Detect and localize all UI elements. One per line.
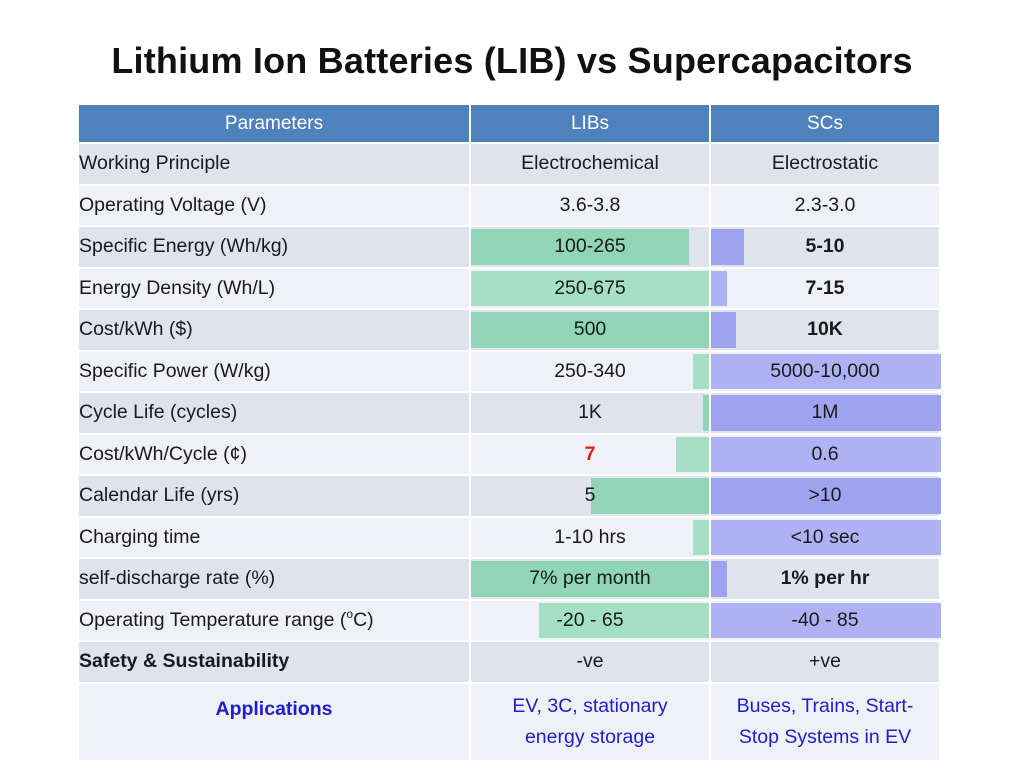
lib-bar bbox=[471, 312, 709, 348]
param-operating-temperature: Operating Temperature range (oC) bbox=[77, 598, 471, 642]
lib-value: 100-265 bbox=[469, 225, 711, 269]
table-row: Energy Density (Wh/L) 250-675 7-15 bbox=[77, 266, 941, 310]
lib-bar bbox=[703, 395, 709, 431]
param-charging-time: Charging time bbox=[77, 515, 471, 559]
lib-value: 7% per month bbox=[469, 557, 711, 601]
param-calendar-life: Calendar Life (yrs) bbox=[77, 474, 471, 518]
lib-value: EV, 3C, stationary energy storage bbox=[469, 681, 711, 762]
sc-bar bbox=[711, 478, 941, 514]
sc-value: 10K bbox=[709, 308, 941, 352]
sc-value: +ve bbox=[709, 640, 941, 684]
lib-bar bbox=[471, 561, 709, 597]
sc-bar bbox=[711, 312, 736, 348]
lib-value: 250-675 bbox=[469, 266, 711, 310]
table-row: Cycle Life (cycles) 1K 1M bbox=[77, 391, 941, 435]
lib-bar bbox=[693, 353, 709, 389]
lib-value: 250-340 bbox=[469, 349, 711, 393]
lib-value: 1-10 hrs bbox=[469, 515, 711, 559]
sc-bar bbox=[711, 519, 941, 555]
param-applications: Applications bbox=[77, 681, 471, 762]
lib-value: 5 bbox=[469, 474, 711, 518]
table-row: Safety & Sustainability -ve +ve bbox=[77, 640, 941, 684]
lib-value: 500 bbox=[469, 308, 711, 352]
table-row: Specific Power (W/kg) 250-340 5000-10,00… bbox=[77, 349, 941, 393]
lib-value: 7 bbox=[469, 432, 711, 476]
comparison-table: Parameters LIBs SCs Working Principle El… bbox=[77, 103, 941, 762]
sc-value: 1% per hr bbox=[709, 557, 941, 601]
sc-bar bbox=[711, 270, 727, 306]
sc-value: 0.6 bbox=[709, 432, 941, 476]
sc-bar bbox=[711, 395, 941, 431]
table-row: Applications EV, 3C, stationary energy st… bbox=[77, 681, 941, 762]
param-safety: Safety & Sustainability bbox=[77, 640, 471, 684]
lib-value: 3.6-3.8 bbox=[469, 183, 711, 227]
lib-value: Electrochemical bbox=[469, 142, 711, 186]
sc-value: Electrostatic bbox=[709, 142, 941, 186]
sc-value: -40 - 85 bbox=[709, 598, 941, 642]
table-row: Specific Energy (Wh/kg) 100-265 5-10 bbox=[77, 225, 941, 269]
sc-value: >10 bbox=[709, 474, 941, 518]
header-scs: SCs bbox=[709, 103, 941, 144]
table-row: Operating Temperature range (oC) -20 - 6… bbox=[77, 598, 941, 642]
table-row: Operating Voltage (V) 3.6-3.8 2.3-3.0 bbox=[77, 183, 941, 227]
lib-bar bbox=[471, 229, 689, 265]
table-row: Cost/kWh/Cycle (¢) 7 0.6 bbox=[77, 432, 941, 476]
param-cycle-life: Cycle Life (cycles) bbox=[77, 391, 471, 435]
table-row: self-discharge rate (%) 7% per month 1% … bbox=[77, 557, 941, 601]
sc-bar bbox=[711, 436, 941, 472]
param-working-principle: Working Principle bbox=[77, 142, 471, 186]
table-header-row: Parameters LIBs SCs bbox=[77, 103, 941, 144]
sc-value: 5000-10,000 bbox=[709, 349, 941, 393]
sc-value: Buses, Trains, Start- Stop Systems in EV bbox=[709, 681, 941, 762]
param-cost-kwh-cycle: Cost/kWh/Cycle (¢) bbox=[77, 432, 471, 476]
sc-bar bbox=[711, 602, 941, 638]
page-title: Lithium Ion Batteries (LIB) vs Supercapa… bbox=[111, 40, 913, 81]
lib-bar bbox=[693, 519, 709, 555]
table-row: Charging time 1-10 hrs <10 sec bbox=[77, 515, 941, 559]
table-row: Cost/kWh ($) 500 10K bbox=[77, 308, 941, 352]
lib-value: -20 - 65 bbox=[469, 598, 711, 642]
lib-bar bbox=[676, 436, 709, 472]
param-energy-density: Energy Density (Wh/L) bbox=[77, 266, 471, 310]
lib-value: 1K bbox=[469, 391, 711, 435]
lib-bar bbox=[471, 270, 709, 306]
sc-value: 1M bbox=[709, 391, 941, 435]
header-parameters: Parameters bbox=[77, 103, 471, 144]
param-specific-power: Specific Power (W/kg) bbox=[77, 349, 471, 393]
table-row: Working Principle Electrochemical Electr… bbox=[77, 142, 941, 186]
sc-bar bbox=[711, 353, 941, 389]
sc-value: 2.3-3.0 bbox=[709, 183, 941, 227]
sc-value: 7-15 bbox=[709, 266, 941, 310]
sc-bar bbox=[711, 229, 744, 265]
param-specific-energy: Specific Energy (Wh/kg) bbox=[77, 225, 471, 269]
param-operating-voltage: Operating Voltage (V) bbox=[77, 183, 471, 227]
param-self-discharge: self-discharge rate (%) bbox=[77, 557, 471, 601]
param-cost-kwh: Cost/kWh ($) bbox=[77, 308, 471, 352]
sc-value: <10 sec bbox=[709, 515, 941, 559]
sc-value: 5-10 bbox=[709, 225, 941, 269]
header-libs: LIBs bbox=[469, 103, 711, 144]
table-row: Calendar Life (yrs) 5 >10 bbox=[77, 474, 941, 518]
lib-bar bbox=[591, 478, 709, 514]
sc-bar bbox=[711, 561, 727, 597]
lib-bar bbox=[539, 602, 709, 638]
lib-value: -ve bbox=[469, 640, 711, 684]
